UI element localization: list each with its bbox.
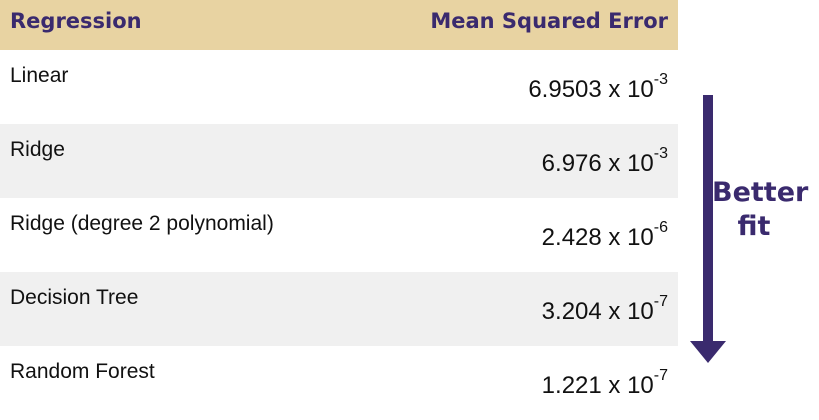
mse-mantissa: 2.428 x 10 xyxy=(541,224,654,251)
table-row: Linear 6.9503 x 10-3 xyxy=(0,50,678,124)
mse-value: 6.9503 x 10-3 xyxy=(528,72,668,104)
mse-value: 2.428 x 10-6 xyxy=(541,220,668,252)
down-arrow-icon xyxy=(690,95,726,363)
mse-mantissa: 1.221 x 10 xyxy=(541,372,654,399)
mse-mantissa: 6.9503 x 10 xyxy=(528,76,654,103)
table-row: Ridge (degree 2 polynomial) 2.428 x 10-6 xyxy=(0,198,678,272)
regression-name: Ridge (degree 2 polynomial) xyxy=(10,212,274,235)
table-row: Ridge 6.976 x 10-3 xyxy=(0,124,678,198)
table-header: Regression Mean Squared Error xyxy=(0,0,678,50)
mse-value: 3.204 x 10-7 xyxy=(541,294,668,326)
mse-exponent: -3 xyxy=(653,145,668,162)
regression-name: Decision Tree xyxy=(10,286,139,309)
table-row: Decision Tree 3.204 x 10-7 xyxy=(0,272,678,346)
mse-exponent: -7 xyxy=(653,367,668,384)
mse-mantissa: 3.204 x 10 xyxy=(541,298,654,325)
better-fit-line2: fit xyxy=(737,211,771,242)
column-header-regression: Regression xyxy=(10,9,142,33)
regression-name: Ridge xyxy=(10,138,65,161)
mse-exponent: -7 xyxy=(653,293,668,310)
regression-name: Random Forest xyxy=(10,360,155,383)
mse-exponent: -6 xyxy=(653,219,668,236)
mse-table: Regression Mean Squared Error Linear 6.9… xyxy=(0,0,678,420)
better-fit-line1: Better xyxy=(712,177,809,208)
table-row: Random Forest 1.221 x 10-7 xyxy=(0,346,678,420)
mse-exponent: -3 xyxy=(653,71,668,88)
mse-value: 1.221 x 10-7 xyxy=(541,368,668,400)
regression-name: Linear xyxy=(10,64,69,87)
column-header-mse: Mean Squared Error xyxy=(430,9,668,33)
mse-mantissa: 6.976 x 10 xyxy=(541,150,654,177)
better-fit-label: Better fit xyxy=(712,176,809,244)
mse-value: 6.976 x 10-3 xyxy=(541,146,668,178)
